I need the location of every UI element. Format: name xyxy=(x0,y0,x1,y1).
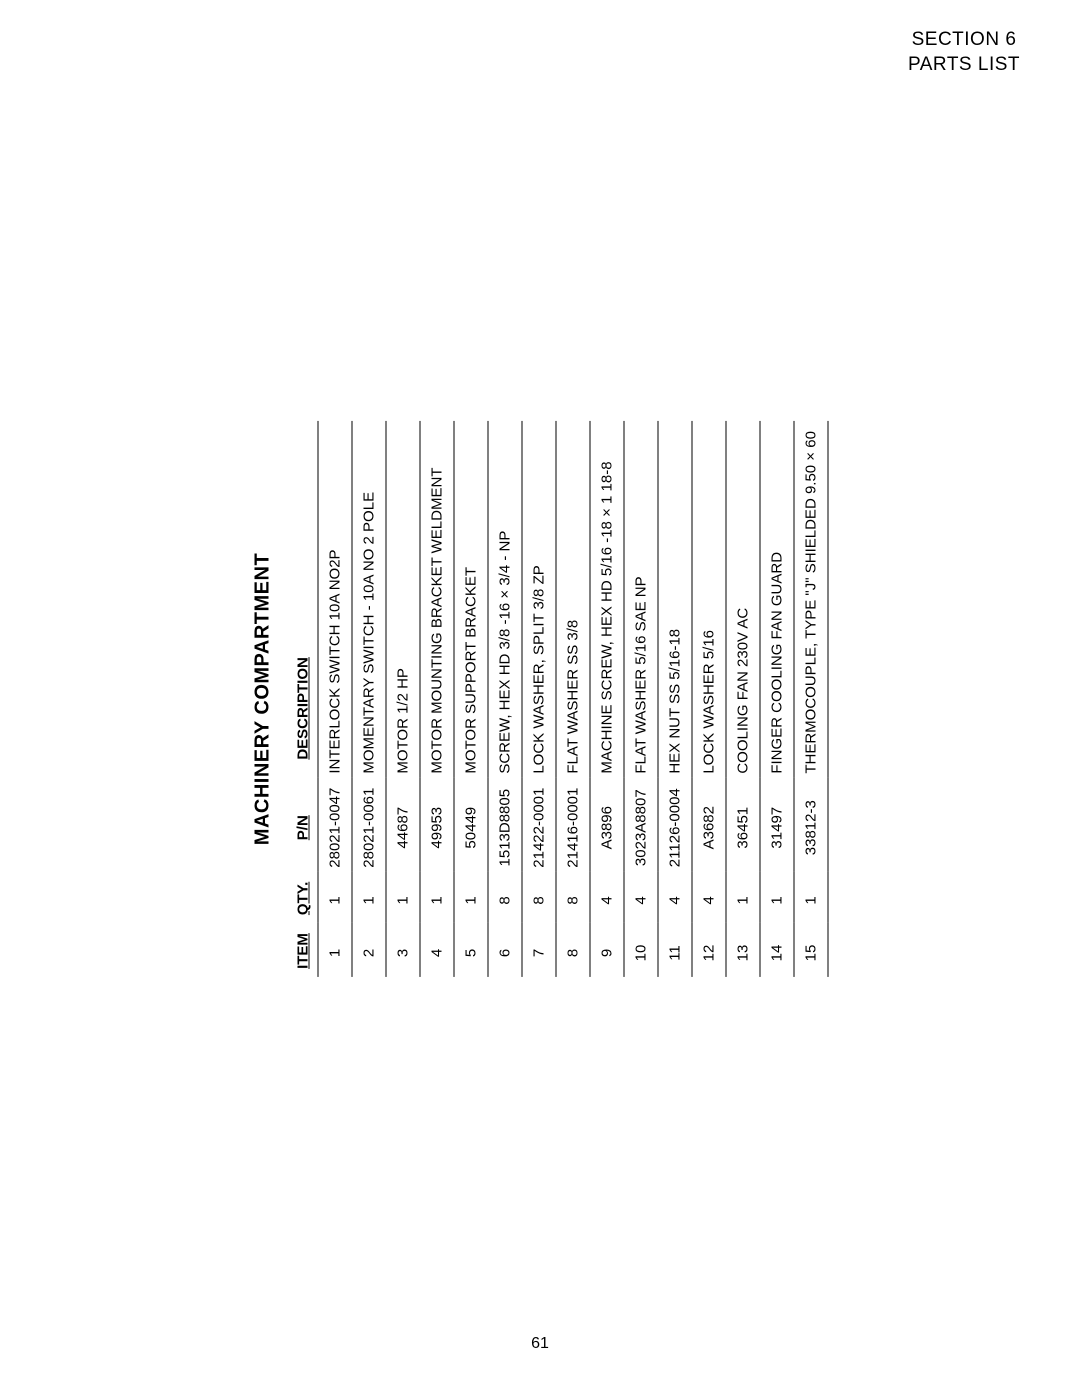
table-row: 681513D8805SCREW, HEX HD 3/8 -16 × 3/4 -… xyxy=(488,421,522,977)
cell-pn: 33812-3 xyxy=(794,777,828,871)
col-header-pn: P/N xyxy=(289,777,319,871)
cell-qty: 4 xyxy=(624,871,658,922)
cell-pn: 28021-0047 xyxy=(318,777,352,871)
cell-qty: 1 xyxy=(726,871,760,922)
table-row: 1043023A8807FLAT WASHER 5/16 SAE NP xyxy=(624,421,658,977)
cell-desc: COOLING FAN 230V AC xyxy=(726,421,760,778)
cell-desc: HEX NUT SS 5/16-18 xyxy=(658,421,692,778)
table-row: 13136451COOLING FAN 230V AC xyxy=(726,421,760,977)
cell-item: 2 xyxy=(352,923,386,977)
section-title: PARTS LIST xyxy=(908,53,1020,78)
cell-qty: 8 xyxy=(488,871,522,922)
table-row: 8821416-0001FLAT WASHER SS 3/8 xyxy=(556,421,590,977)
table-row: 7821422-0001LOCK WASHER, SPLIT 3/8 ZP xyxy=(522,421,556,977)
table-row: 124A3682LOCK WASHER 5/16 xyxy=(692,421,726,977)
cell-qty: 8 xyxy=(522,871,556,922)
cell-desc: MOTOR SUPPORT BRACKET xyxy=(454,421,488,778)
cell-item: 13 xyxy=(726,923,760,977)
section-label: SECTION 6 xyxy=(908,28,1020,53)
col-header-qty: QTY. xyxy=(289,871,319,922)
cell-qty: 4 xyxy=(692,871,726,922)
cell-pn: 28021-0061 xyxy=(352,777,386,871)
cell-pn: 49953 xyxy=(420,777,454,871)
table-header-row: ITEM QTY. P/N DESCRIPTION xyxy=(289,421,319,977)
cell-pn: A3896 xyxy=(590,777,624,871)
parts-table: ITEM QTY. P/N DESCRIPTION 1128021-0047IN… xyxy=(289,421,829,977)
cell-pn: 50449 xyxy=(454,777,488,871)
cell-pn: 21416-0001 xyxy=(556,777,590,871)
page-number: 61 xyxy=(531,1335,549,1353)
cell-desc: FLAT WASHER 5/16 SAE NP xyxy=(624,421,658,778)
cell-pn: 21422-0001 xyxy=(522,777,556,871)
cell-desc: MOMENTARY SWITCH - 10A NO 2 POLE xyxy=(352,421,386,778)
table-title: MACHINERY COMPARTMENT xyxy=(252,421,275,977)
table-row: 94A3896MACHINE SCREW, HEX HD 5/16 -18 × … xyxy=(590,421,624,977)
cell-desc: MACHINE SCREW, HEX HD 5/16 -18 × 1 18-8 xyxy=(590,421,624,778)
cell-item: 8 xyxy=(556,923,590,977)
cell-desc: INTERLOCK SWITCH 10A NO2P xyxy=(318,421,352,778)
col-header-item: ITEM xyxy=(289,923,319,977)
table-row: 3144687MOTOR 1/2 HP xyxy=(386,421,420,977)
cell-pn: A3682 xyxy=(692,777,726,871)
cell-pn: 31497 xyxy=(760,777,794,871)
cell-item: 14 xyxy=(760,923,794,977)
cell-item: 11 xyxy=(658,923,692,977)
cell-item: 10 xyxy=(624,923,658,977)
cell-desc: SCREW, HEX HD 3/8 -16 × 3/4 - NP xyxy=(488,421,522,778)
cell-item: 1 xyxy=(318,923,352,977)
cell-qty: 4 xyxy=(590,871,624,922)
cell-item: 5 xyxy=(454,923,488,977)
cell-desc: LOCK WASHER, SPLIT 3/8 ZP xyxy=(522,421,556,778)
cell-qty: 8 xyxy=(556,871,590,922)
cell-pn: 44687 xyxy=(386,777,420,871)
table-row: 5150449MOTOR SUPPORT BRACKET xyxy=(454,421,488,977)
cell-pn: 3023A8807 xyxy=(624,777,658,871)
cell-qty: 1 xyxy=(454,871,488,922)
table-row: 1128021-0047INTERLOCK SWITCH 10A NO2P xyxy=(318,421,352,977)
cell-desc: FINGER COOLING FAN GUARD xyxy=(760,421,794,778)
cell-pn: 36451 xyxy=(726,777,760,871)
cell-desc: FLAT WASHER SS 3/8 xyxy=(556,421,590,778)
section-header: SECTION 6 PARTS LIST xyxy=(908,28,1020,77)
cell-item: 12 xyxy=(692,923,726,977)
cell-qty: 4 xyxy=(658,871,692,922)
cell-desc: MOTOR 1/2 HP xyxy=(386,421,420,778)
cell-qty: 1 xyxy=(760,871,794,922)
cell-qty: 1 xyxy=(318,871,352,922)
cell-pn: 1513D8805 xyxy=(488,777,522,871)
cell-qty: 1 xyxy=(352,871,386,922)
col-header-desc: DESCRIPTION xyxy=(289,421,319,778)
cell-item: 4 xyxy=(420,923,454,977)
cell-item: 9 xyxy=(590,923,624,977)
cell-item: 6 xyxy=(488,923,522,977)
cell-desc: THERMOCOUPLE, TYPE "J" SHIELDED 9.50 × 6… xyxy=(794,421,828,778)
cell-qty: 1 xyxy=(794,871,828,922)
cell-item: 3 xyxy=(386,923,420,977)
cell-desc: MOTOR MOUNTING BRACKET WELDMENT xyxy=(420,421,454,778)
cell-qty: 1 xyxy=(386,871,420,922)
table-row: 11421126-0004HEX NUT SS 5/16-18 xyxy=(658,421,692,977)
table-row: 15133812-3THERMOCOUPLE, TYPE "J" SHIELDE… xyxy=(794,421,828,977)
cell-pn: 21126-0004 xyxy=(658,777,692,871)
table-row: 2128021-0061MOMENTARY SWITCH - 10A NO 2 … xyxy=(352,421,386,977)
cell-qty: 1 xyxy=(420,871,454,922)
cell-desc: LOCK WASHER 5/16 xyxy=(692,421,726,778)
cell-item: 15 xyxy=(794,923,828,977)
rotated-table-block: MACHINERY COMPARTMENT ITEM QTY. P/N DESC… xyxy=(252,421,829,977)
table-row: 14131497FINGER COOLING FAN GUARD xyxy=(760,421,794,977)
table-body: 1128021-0047INTERLOCK SWITCH 10A NO2P212… xyxy=(318,421,828,977)
cell-item: 7 xyxy=(522,923,556,977)
table-row: 4149953MOTOR MOUNTING BRACKET WELDMENT xyxy=(420,421,454,977)
